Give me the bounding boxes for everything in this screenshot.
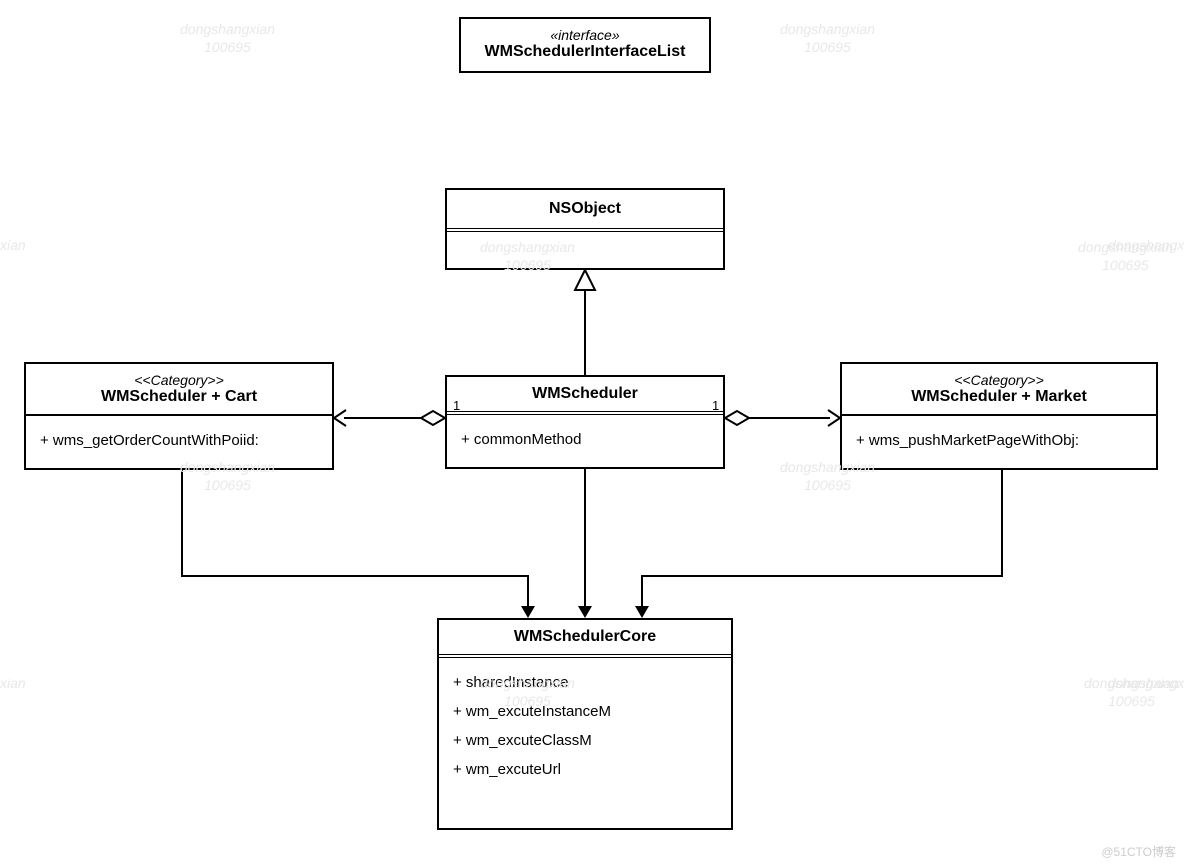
- dependency-cart-core-arrow: [521, 606, 535, 618]
- cart-box: <<Category>> WMScheduler + Cart + wms_ge…: [24, 362, 334, 470]
- core-name: WMSchedulerCore: [451, 628, 719, 646]
- scheduler-method-0: + commonMethod: [461, 425, 709, 454]
- dependency-scheduler-core-arrow: [578, 606, 592, 618]
- core-method-0: + sharedInstance: [453, 668, 717, 697]
- nsobject-box: NSObject: [445, 188, 725, 270]
- watermark-edge: dongshangx: [1108, 674, 1184, 692]
- core-box: WMSchedulerCore + sharedInstance + wm_ex…: [437, 618, 733, 830]
- scheduler-name: WMScheduler: [459, 385, 711, 403]
- market-name: WMScheduler + Market: [854, 388, 1144, 406]
- watermark: dongshangxian100695: [180, 20, 275, 56]
- interface-box: «interface» WMSchedulerInterfaceList: [459, 17, 711, 73]
- watermark-edge: xian: [0, 236, 26, 254]
- dependency-market-core-arrow: [635, 606, 649, 618]
- aggregation-arrow-right: [828, 410, 840, 426]
- multiplicity-left: 1: [453, 398, 460, 413]
- dependency-market-core: [642, 470, 1002, 608]
- scheduler-box: WMScheduler + commonMethod: [445, 375, 725, 469]
- watermark: dongshangxian100695: [1084, 674, 1179, 710]
- cart-name: WMScheduler + Cart: [38, 388, 320, 406]
- interface-stereotype: «interface»: [473, 27, 697, 43]
- aggregation-diamond-right: [725, 411, 749, 425]
- attribution-text: @51CTO博客: [1101, 843, 1176, 860]
- interface-name: WMSchedulerInterfaceList: [473, 43, 697, 61]
- multiplicity-right: 1: [712, 398, 719, 413]
- market-box: <<Category>> WMScheduler + Market + wms_…: [840, 362, 1158, 470]
- market-stereotype: <<Category>>: [854, 372, 1144, 388]
- core-method-3: + wm_excuteUrl: [453, 755, 717, 784]
- aggregation-diamond-left: [421, 411, 445, 425]
- core-method-2: + wm_excuteClassM: [453, 726, 717, 755]
- aggregation-arrow-left: [334, 410, 346, 426]
- market-method-0: + wms_pushMarketPageWithObj:: [856, 426, 1142, 455]
- watermark: dongshangxian100695: [780, 20, 875, 56]
- dependency-cart-core: [182, 470, 528, 608]
- cart-method-0: + wms_getOrderCountWithPoiid:: [40, 426, 318, 455]
- core-method-1: + wm_excuteInstanceM: [453, 697, 717, 726]
- nsobject-name: NSObject: [457, 200, 713, 218]
- watermark-edge: xian: [0, 674, 26, 692]
- watermark: dongshangxian100695: [1078, 238, 1173, 274]
- watermark-edge: dongshangx: [1108, 236, 1184, 254]
- inheritance-arrowhead: [575, 270, 595, 290]
- cart-stereotype: <<Category>>: [38, 372, 320, 388]
